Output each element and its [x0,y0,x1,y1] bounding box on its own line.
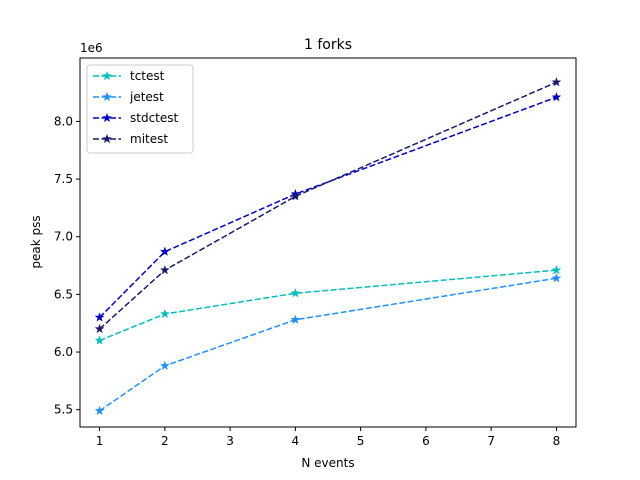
legend-item: stdctest [93,111,179,125]
data-point [159,360,170,371]
legend-label: jetest [129,90,164,104]
data-point [551,264,562,275]
data-point [551,76,562,87]
y-ticks: 5.5 6.0 6.5 7.0 7.5 8.0 [54,114,80,417]
plot-frame [79,57,577,428]
legend-item: tctest [93,69,165,83]
data-point [159,308,170,319]
legend-label: mitest [130,132,168,146]
x-tick-label: 1 [96,434,104,448]
data-point [159,264,170,275]
data-point [94,323,105,334]
data-point [551,91,562,102]
x-tick-label: 6 [422,434,430,448]
data-point [159,246,170,256]
legend: tctest jetest stdctest mitest [86,64,194,154]
series-line [99,96,557,318]
x-tick-label: 5 [357,434,365,448]
y-axis-label: peak pss [29,215,43,268]
y-offset-text: 1e6 [80,41,103,55]
y-tick-label: 8.0 [54,114,73,128]
legend-label: stdctest [130,111,179,125]
series-jetest [94,272,562,416]
series-tctest [94,264,562,345]
chart-title: 1 forks [304,37,352,53]
x-ticks: 1 2 3 4 5 6 7 8 [96,427,560,448]
series-line [99,81,557,330]
series-line [99,269,557,342]
x-tick-label: 3 [226,434,234,448]
legend-label: tctest [130,69,165,83]
legend-item: jetest [93,90,164,104]
legend-swatch-marker [101,133,113,144]
series-mitest [94,76,562,334]
data-point [290,191,301,201]
x-axis-label: N events [301,456,354,470]
x-tick-label: 7 [487,434,495,448]
series-line [99,277,557,412]
data-point [551,272,562,283]
y-tick-label: 7.5 [54,172,73,186]
x-tick-label: 2 [161,434,169,448]
legend-swatch-marker [101,70,113,81]
series-layer [94,76,562,416]
y-tick-label: 6.5 [54,287,73,301]
data-point [94,312,105,322]
x-tick-label: 4 [292,434,300,448]
data-point [94,335,105,345]
data-point [290,287,301,298]
y-tick-label: 6.0 [54,345,73,359]
y-tick-label: 5.5 [54,403,73,417]
data-point [94,405,105,416]
legend-swatch-marker [101,112,113,123]
legend-swatch-marker [101,91,113,102]
y-tick-label: 7.0 [54,230,73,244]
x-tick-label: 8 [553,434,561,448]
legend-box [86,64,194,154]
data-point [290,314,301,325]
legend-item: mitest [93,132,168,146]
